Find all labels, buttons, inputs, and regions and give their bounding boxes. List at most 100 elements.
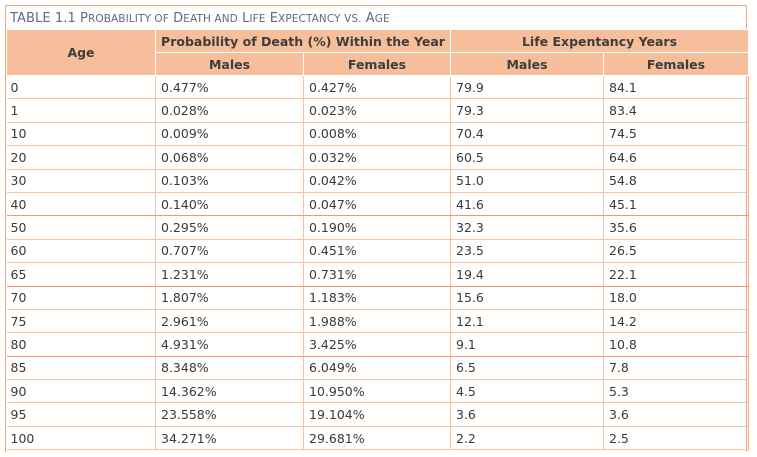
life-table: Age Probability of Death (%) Within the … [6,29,749,451]
prob-females-cell: 0.042% [303,169,451,193]
prob-females-cell: 10.950% [303,379,451,404]
prob-females-cell: 1.988% [303,309,451,334]
life-males-cell: 23.5 [450,239,604,264]
life-females-cell: 18.0 [603,286,749,310]
age-cell: 40 [6,192,156,217]
life-males-cell: 60.5 [450,145,604,170]
age-cell: 70 [6,286,156,310]
header-prob-males: Males [155,52,304,76]
prob-males-cell: 1.807% [155,286,304,310]
life-males-cell: 51.0 [450,169,604,193]
prob-males-cell: 0.068% [155,145,304,170]
table-header: Age Probability of Death (%) Within the … [6,29,749,76]
header-life-females: Females [603,52,749,76]
prob-females-cell: 3.425% [303,332,451,357]
table-row: 70 1.807% 1.183% 15.6 18.0 [6,286,749,310]
caption-prefix: TABLE 1.1 [10,11,76,26]
life-males-cell: 4.5 [450,379,604,404]
life-females-cell: 54.8 [603,169,749,193]
prob-females-cell: 19.104% [303,402,451,427]
prob-females-cell: 0.731% [303,262,451,287]
header-life-expectancy-group: Life Expentancy Years [450,29,749,53]
prob-males-cell: 14.362% [155,379,304,404]
life-males-cell: 15.6 [450,286,604,310]
life-males-cell: 19.4 [450,262,604,287]
prob-males-cell: 0.009% [155,122,304,147]
prob-males-cell: 0.103% [155,169,304,193]
life-females-cell: 83.4 [603,98,749,123]
life-females-cell: 7.8 [603,356,749,381]
life-females-cell: 26.5 [603,239,749,264]
prob-males-cell: 2.961% [155,309,304,334]
age-cell: 50 [6,215,156,240]
age-cell: 65 [6,262,156,287]
table-row: 60 0.707% 0.451% 23.5 26.5 [6,239,749,264]
table-row: 85 8.348% 6.049% 6.5 7.8 [6,356,749,381]
prob-males-cell: 8.348% [155,356,304,381]
prob-females-cell: 0.047% [303,192,451,217]
table-row: 30 0.103% 0.042% 51.0 54.8 [6,169,749,193]
prob-females-cell: 29.681% [303,426,451,451]
age-cell: 1 [6,98,156,123]
prob-females-cell: 0.427% [303,75,451,100]
prob-males-cell: 1.231% [155,262,304,287]
life-males-cell: 79.9 [450,75,604,100]
table-row: 40 0.140% 0.047% 41.6 45.1 [6,192,749,217]
table-row: 0 0.477% 0.427% 79.9 84.1 [6,75,749,100]
life-females-cell: 74.5 [603,122,749,147]
table-row: 10 0.009% 0.008% 70.4 74.5 [6,122,749,147]
caption-title: PROBABILITY OF DEATH AND LIFE EXPECTANCY… [80,11,390,26]
age-cell: 85 [6,356,156,381]
life-females-cell: 5.3 [603,379,749,404]
table-row: 100 34.271% 29.681% 2.2 2.5 [6,426,749,451]
header-life-males: Males [450,52,604,76]
life-females-cell: 45.1 [603,192,749,217]
prob-males-cell: 0.477% [155,75,304,100]
age-cell: 75 [6,309,156,334]
prob-females-cell: 0.190% [303,215,451,240]
age-cell: 0 [6,75,156,100]
prob-females-cell: 6.049% [303,356,451,381]
table-row: 95 23.558% 19.104% 3.6 3.6 [6,402,749,427]
table-row: 50 0.295% 0.190% 32.3 35.6 [6,215,749,240]
table-row: 20 0.068% 0.032% 60.5 64.6 [6,145,749,170]
prob-males-cell: 0.707% [155,239,304,264]
prob-males-cell: 34.271% [155,426,304,451]
age-cell: 20 [6,145,156,170]
age-cell: 90 [6,379,156,404]
life-males-cell: 32.3 [450,215,604,240]
prob-males-cell: 0.028% [155,98,304,123]
header-prob-females: Females [303,52,451,76]
age-cell: 30 [6,169,156,193]
life-males-cell: 41.6 [450,192,604,217]
life-females-cell: 84.1 [603,75,749,100]
table-body: 0 0.477% 0.427% 79.9 84.1 1 0.028% 0.023% 79.3 83… [6,75,749,451]
table-caption: TABLE 1.1 PROBABILITY OF DEATH AND LIFE … [10,10,390,26]
age-cell: 10 [6,122,156,147]
life-females-cell: 14.2 [603,309,749,334]
prob-males-cell: 0.140% [155,192,304,217]
prob-females-cell: 0.451% [303,239,451,264]
life-males-cell: 3.6 [450,402,604,427]
prob-males-cell: 0.295% [155,215,304,240]
age-cell: 100 [6,426,156,451]
life-females-cell: 3.6 [603,402,749,427]
table-row: 1 0.028% 0.023% 79.3 83.4 [6,98,749,123]
life-males-cell: 12.1 [450,309,604,334]
prob-males-cell: 4.931% [155,332,304,357]
life-females-cell: 22.1 [603,262,749,287]
prob-females-cell: 0.023% [303,98,451,123]
life-males-cell: 6.5 [450,356,604,381]
life-females-cell: 64.6 [603,145,749,170]
prob-males-cell: 23.558% [155,402,304,427]
prob-females-cell: 0.008% [303,122,451,147]
table-row: 80 4.931% 3.425% 9.1 10.8 [6,332,749,357]
life-males-cell: 70.4 [450,122,604,147]
age-cell: 95 [6,402,156,427]
prob-females-cell: 0.032% [303,145,451,170]
header-probability-group: Probability of Death (%) Within the Year [155,29,451,53]
life-females-cell: 35.6 [603,215,749,240]
table-row: 75 2.961% 1.988% 12.1 14.2 [6,309,749,334]
age-cell: 80 [6,332,156,357]
life-females-cell: 2.5 [603,426,749,451]
